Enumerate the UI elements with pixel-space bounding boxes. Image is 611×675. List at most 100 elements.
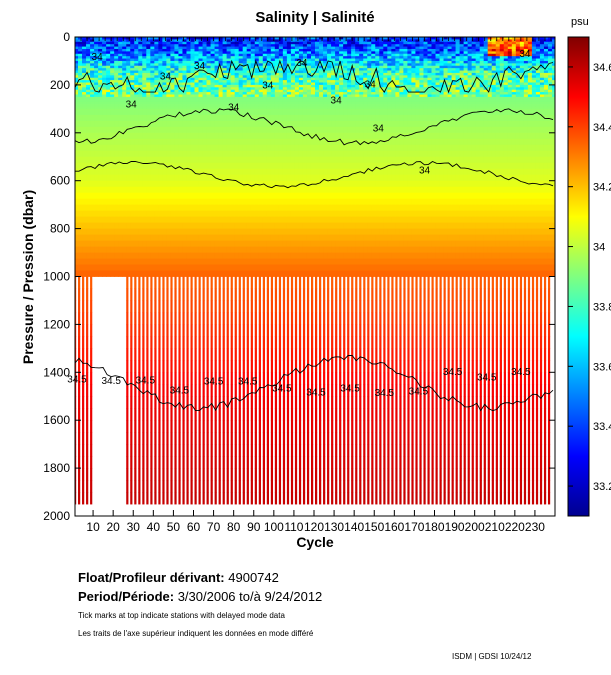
field-cell	[214, 228, 220, 235]
field-cell	[150, 252, 155, 259]
field-cell	[282, 432, 286, 445]
field-cell	[286, 252, 292, 259]
field-cell	[238, 101, 244, 105]
field-cell	[198, 240, 204, 247]
field-cell	[126, 168, 131, 176]
field-cell	[258, 336, 261, 349]
field-cell	[274, 41, 280, 45]
field-cell	[310, 80, 316, 83]
field-cell	[246, 108, 252, 116]
field-cell	[270, 312, 274, 325]
field-cell	[218, 420, 221, 433]
field-cell	[194, 168, 200, 176]
field-cell	[102, 87, 107, 91]
field-cell	[306, 246, 312, 253]
field-cell	[198, 384, 201, 397]
field-cell	[158, 58, 163, 62]
field-cell	[258, 48, 264, 52]
field-cell	[94, 258, 99, 265]
field-cell	[286, 420, 290, 433]
field-cell	[82, 82, 87, 86]
field-cell	[166, 58, 171, 62]
field-cell	[90, 186, 95, 194]
field-cell	[218, 144, 224, 152]
field-cell	[242, 216, 248, 224]
field-cell	[319, 336, 322, 349]
field-cell	[210, 168, 216, 176]
field-cell	[222, 53, 228, 57]
field-cell	[278, 174, 284, 182]
field-cell	[282, 396, 286, 409]
field-cell	[206, 216, 212, 224]
field-cell	[339, 44, 344, 47]
field-cell	[323, 46, 328, 50]
field-cell	[118, 180, 123, 188]
field-cell	[106, 120, 111, 128]
field-cell	[75, 204, 79, 212]
field-cell	[270, 72, 276, 76]
field-cell	[126, 276, 129, 289]
field-cell	[154, 234, 159, 241]
field-cell	[158, 444, 161, 457]
field-cell	[150, 432, 153, 445]
field-cell	[234, 53, 240, 57]
field-cell	[270, 82, 276, 86]
field-cell	[158, 156, 163, 164]
field-cell	[158, 44, 163, 47]
field-cell	[174, 480, 177, 493]
field-cell	[222, 258, 228, 265]
field-cell	[126, 228, 131, 235]
field-cell	[130, 156, 135, 164]
field-cell	[134, 480, 137, 493]
field-cell	[158, 192, 163, 200]
field-cell	[146, 65, 151, 69]
field-cell	[298, 360, 302, 373]
field-cell	[202, 252, 208, 259]
field-cell	[182, 156, 188, 164]
field-cell	[214, 89, 220, 93]
field-cell	[274, 348, 278, 361]
field-cell	[266, 270, 272, 277]
field-cell	[238, 37, 244, 40]
field-cell	[246, 70, 252, 74]
field-cell	[286, 72, 292, 76]
field-cell	[315, 210, 320, 218]
field-cell	[126, 174, 131, 182]
field-cell	[339, 258, 344, 265]
field-cell	[190, 39, 196, 43]
field-cell	[166, 106, 171, 110]
field-cell	[250, 65, 256, 69]
field-cell	[146, 444, 149, 457]
field-cell	[162, 444, 165, 457]
field-cell	[254, 270, 260, 277]
field-cell	[282, 252, 288, 259]
field-cell	[327, 82, 332, 86]
field-cell	[178, 312, 181, 325]
field-cell	[122, 75, 127, 79]
field-cell	[262, 89, 268, 93]
field-cell	[130, 492, 133, 505]
field-cell	[130, 80, 135, 83]
field-cell	[286, 270, 292, 277]
field-cell	[166, 70, 171, 74]
field-cell	[286, 204, 292, 212]
field-cell	[234, 204, 240, 212]
field-cell	[134, 408, 137, 421]
field-cell	[339, 336, 342, 349]
field-cell	[82, 234, 87, 241]
field-cell	[266, 288, 269, 301]
field-cell	[315, 84, 320, 88]
field-cell	[234, 222, 240, 229]
field-cell	[278, 270, 284, 277]
field-cell	[218, 51, 224, 55]
field-cell	[278, 150, 284, 158]
field-cell	[294, 68, 300, 71]
field-cell	[315, 138, 320, 146]
field-cell	[75, 46, 79, 50]
field-cell	[210, 204, 216, 212]
field-cell	[202, 246, 208, 253]
field-cell	[86, 63, 91, 67]
field-cell	[114, 240, 119, 247]
field-cell	[226, 48, 232, 52]
field-cell	[315, 456, 318, 469]
